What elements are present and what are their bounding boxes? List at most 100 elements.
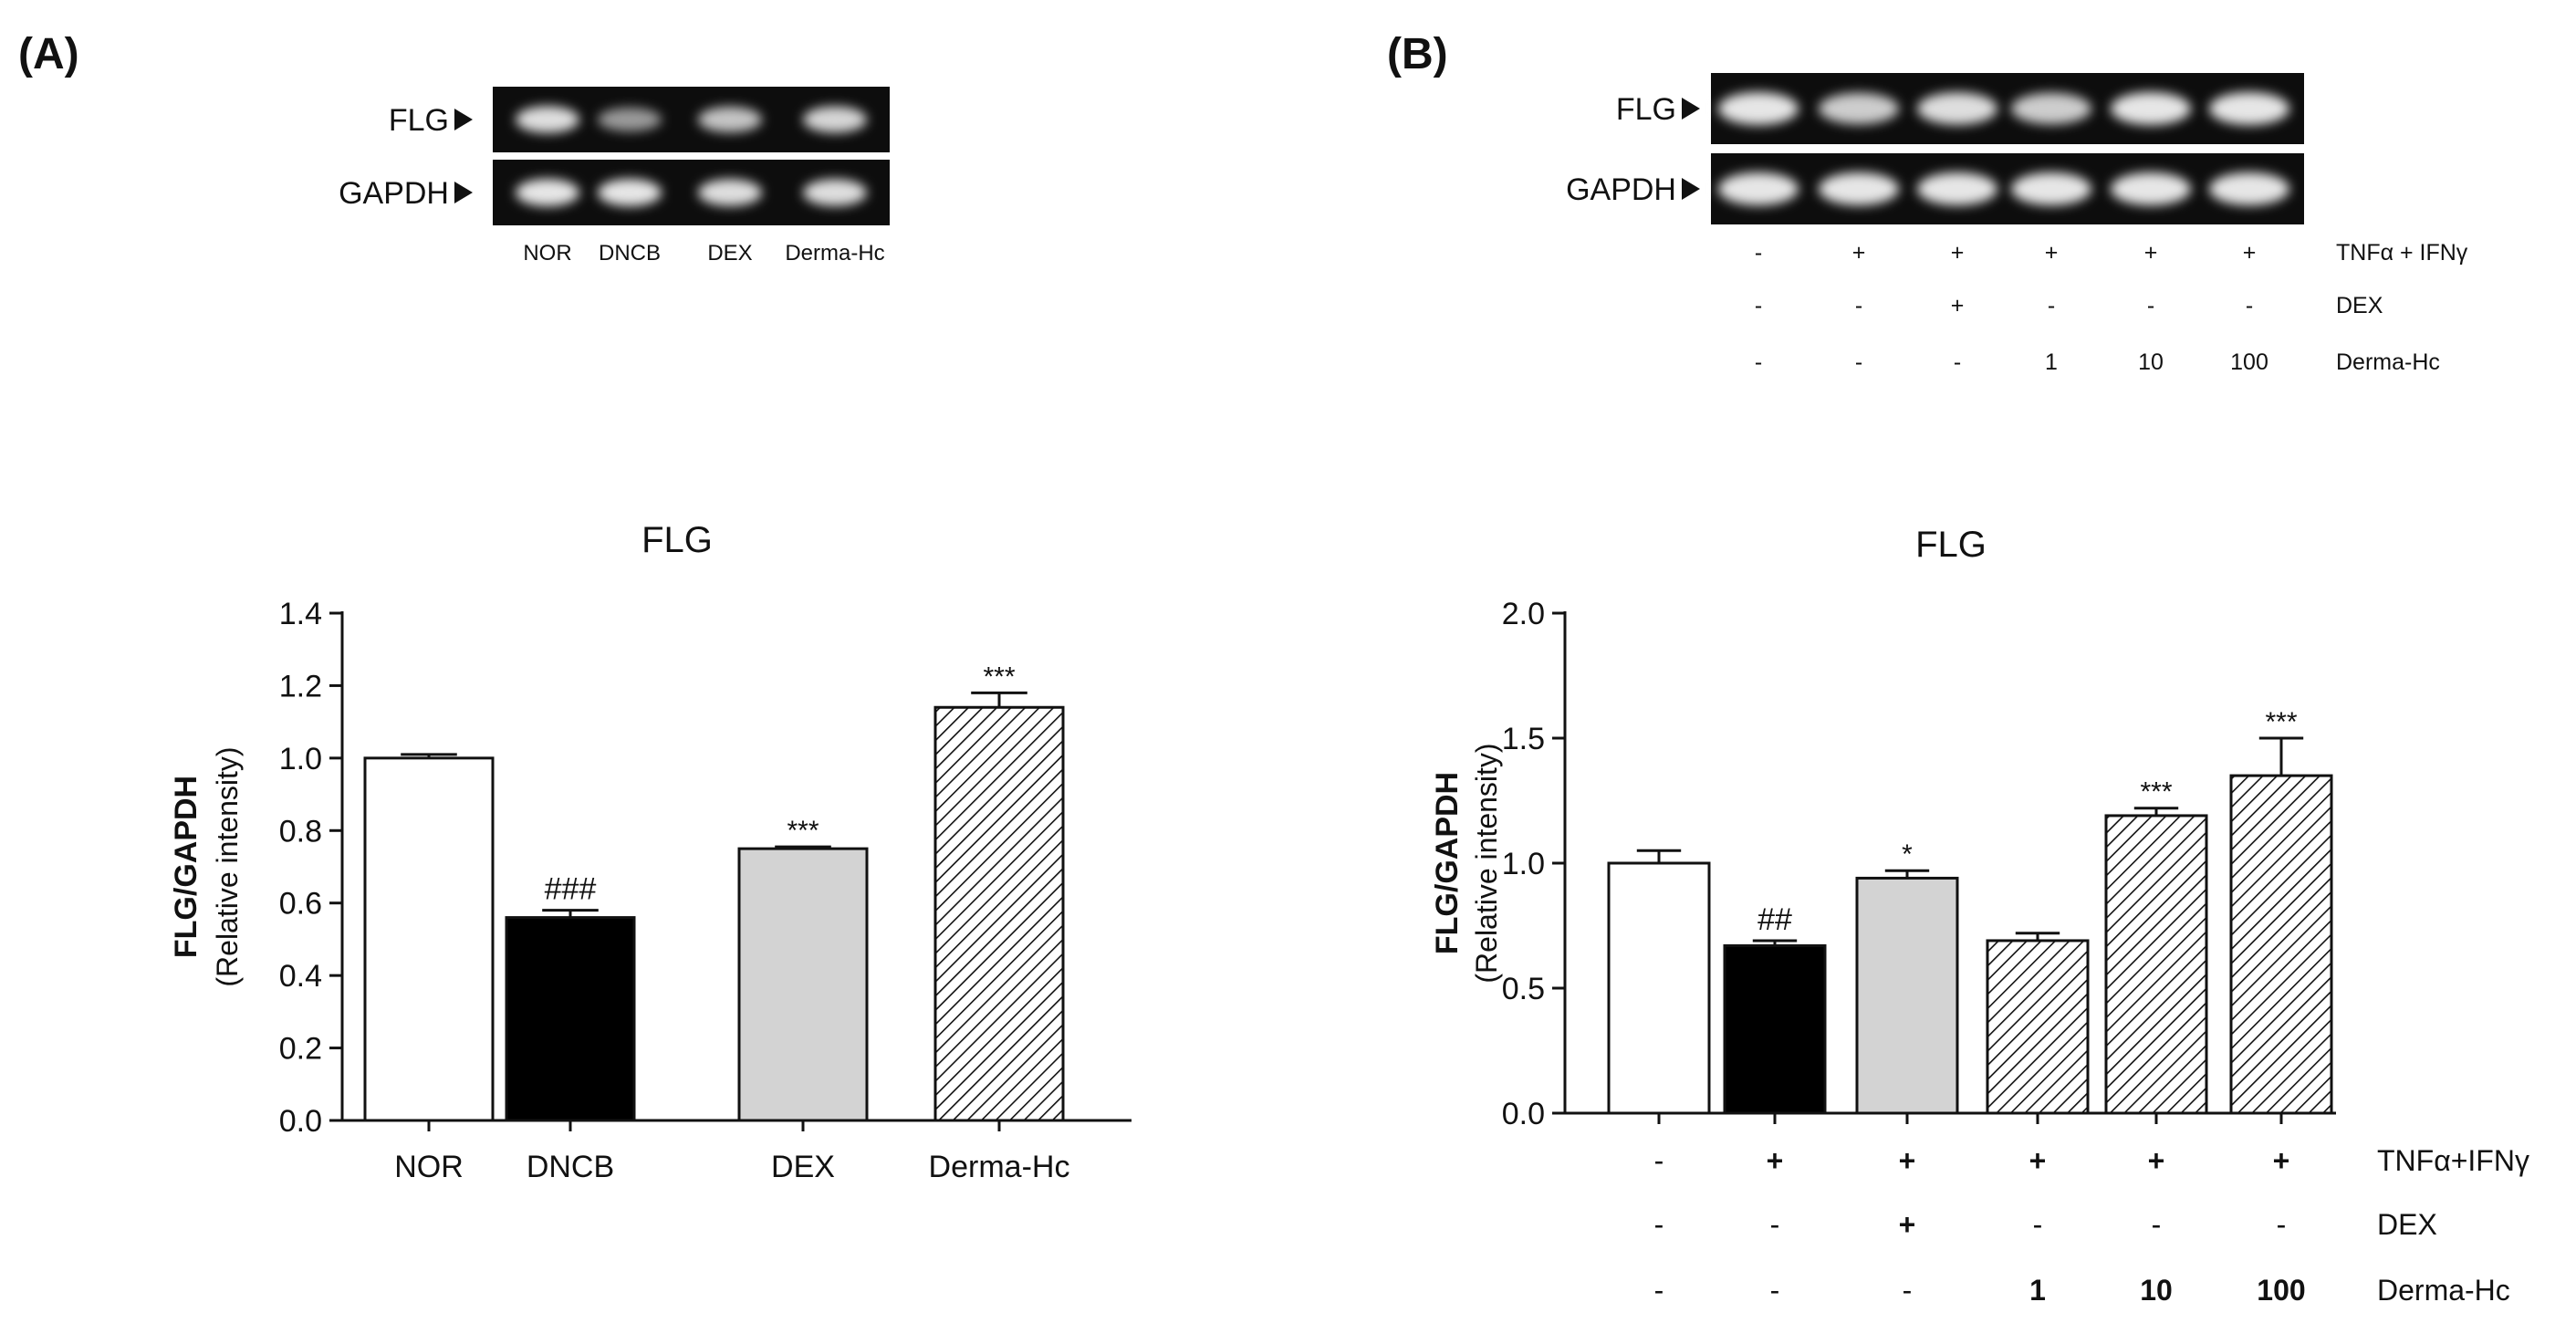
y-axis-label-secondary: (Relative intensity) bbox=[211, 746, 244, 986]
gel-condition-value: + bbox=[1951, 293, 1965, 318]
condition-value: - bbox=[2277, 1208, 2287, 1241]
gel-band bbox=[516, 106, 579, 133]
y-tick-label: 0.0 bbox=[1502, 1097, 1545, 1131]
y-tick-label: 1.0 bbox=[279, 742, 322, 776]
condition-label: DEX bbox=[2377, 1208, 2437, 1241]
bar bbox=[2104, 814, 2208, 1115]
gel-condition-value: + bbox=[2243, 240, 2257, 266]
condition-value: - bbox=[1770, 1208, 1780, 1241]
bar bbox=[933, 705, 1065, 1122]
y-axis-label: FLG/GAPDH bbox=[169, 776, 203, 958]
significance-label: ### bbox=[545, 872, 597, 907]
bar bbox=[505, 916, 636, 1122]
y-tick-label: 1.0 bbox=[1502, 847, 1545, 881]
gel-band bbox=[1917, 172, 1997, 205]
gel-condition-value: + bbox=[2045, 240, 2059, 266]
gel-condition-value: 10 bbox=[2138, 349, 2164, 375]
gel-lane-label: DEX bbox=[707, 241, 752, 266]
gel-band bbox=[598, 108, 662, 131]
significance-label: ## bbox=[1757, 902, 1792, 937]
bar bbox=[1607, 861, 1711, 1115]
gel-condition-value: - bbox=[1954, 349, 1961, 375]
gel-condition-value: 100 bbox=[2230, 349, 2268, 375]
gel-band bbox=[1819, 172, 1899, 205]
bar bbox=[1986, 939, 2090, 1115]
x-tick-label: Derma-Hc bbox=[929, 1150, 1070, 1184]
condition-value: + bbox=[2273, 1144, 2290, 1177]
gel-row-label: GAPDH bbox=[1566, 172, 1676, 207]
arrow-right-icon bbox=[454, 182, 473, 203]
arrow-right-icon bbox=[454, 109, 473, 130]
chart-title: FLG bbox=[641, 520, 713, 560]
x-tick-label: DNCB bbox=[527, 1150, 614, 1184]
condition-label: TNFα+IFNγ bbox=[2377, 1144, 2529, 1177]
panel-label-b: (B) bbox=[1387, 30, 1448, 78]
gel-row-flg bbox=[1711, 73, 2304, 144]
y-tick-label: 0.5 bbox=[1502, 972, 1545, 1006]
gel-condition-value: - bbox=[1755, 349, 1762, 375]
condition-value: + bbox=[2029, 1144, 2047, 1177]
gel-band bbox=[1917, 92, 1997, 125]
condition-value: - bbox=[1770, 1274, 1780, 1307]
condition-value: - bbox=[2033, 1208, 2043, 1241]
gel-band bbox=[1819, 92, 1899, 125]
condition-value: - bbox=[1654, 1144, 1664, 1177]
condition-value: - bbox=[1903, 1274, 1913, 1307]
gel-band bbox=[1718, 172, 1799, 205]
bar bbox=[737, 847, 869, 1122]
x-tick-label: DEX bbox=[771, 1150, 835, 1184]
condition-value: 1 bbox=[2029, 1274, 2046, 1307]
gel-band bbox=[803, 106, 867, 133]
gel-condition-value: - bbox=[2048, 293, 2055, 318]
gel-condition-value: - bbox=[1855, 349, 1862, 375]
gel-condition-value: - bbox=[1855, 293, 1862, 318]
condition-value: - bbox=[1654, 1274, 1664, 1307]
y-tick-label: 0.8 bbox=[279, 814, 322, 849]
significance-label: *** bbox=[787, 816, 819, 846]
bar-chart-b: FLG 0.0 0.5 1.0 1.5 2.0 FLG/GAPDH (Relative int… bbox=[1430, 525, 2529, 1307]
significance-label: * bbox=[1902, 839, 1913, 870]
gel-lane-label: Derma-Hc bbox=[785, 241, 884, 266]
gel-condition-value: - bbox=[2147, 293, 2154, 318]
x-tick-label: NOR bbox=[394, 1150, 464, 1184]
bar bbox=[1855, 876, 1959, 1115]
gel-condition-label: DEX bbox=[2336, 293, 2383, 318]
gel-condition-value: + bbox=[2144, 240, 2158, 266]
gel-row-label: GAPDH bbox=[339, 176, 449, 211]
significance-label: *** bbox=[2265, 707, 2297, 737]
gel-band bbox=[803, 179, 867, 206]
condition-value: + bbox=[1899, 1208, 1916, 1241]
y-tick-label: 0.2 bbox=[279, 1032, 322, 1067]
condition-value: 100 bbox=[2257, 1274, 2305, 1307]
significance-label: *** bbox=[983, 662, 1015, 692]
condition-value: 10 bbox=[2140, 1274, 2173, 1307]
bar bbox=[1723, 943, 1827, 1115]
gel-condition-value: - bbox=[2246, 293, 2253, 318]
gel-lane-label: NOR bbox=[523, 241, 571, 266]
gel-band bbox=[2011, 92, 2091, 125]
gel-condition-value: - bbox=[1755, 240, 1762, 266]
y-tick-label: 0.6 bbox=[279, 887, 322, 922]
gel-condition-value: - bbox=[1755, 293, 1762, 318]
gel-row-label: FLG bbox=[389, 103, 449, 138]
gel-row-label: FLG bbox=[1616, 92, 1676, 127]
gel-row-gapdh bbox=[1711, 153, 2304, 224]
condition-value: - bbox=[2152, 1208, 2162, 1241]
gel-band bbox=[698, 106, 762, 133]
condition-label: Derma-Hc bbox=[2377, 1274, 2510, 1307]
y-axis-label: FLG/GAPDH bbox=[1430, 772, 1465, 954]
gel-lane-label: DNCB bbox=[599, 241, 661, 266]
y-tick-label: 1.5 bbox=[1502, 722, 1545, 756]
gel-band bbox=[2209, 92, 2289, 125]
gel-band bbox=[2111, 92, 2191, 125]
gel-condition-label: TNFα + IFNγ bbox=[2336, 240, 2468, 266]
gel-panel-a: FLG GAPDH NOR DNCB DEX Derma-Hc bbox=[339, 87, 890, 266]
gel-band bbox=[516, 179, 579, 206]
y-tick-label: 0.4 bbox=[279, 959, 322, 994]
gel-condition-value: + bbox=[1951, 240, 1965, 266]
bar bbox=[363, 756, 495, 1122]
gel-band bbox=[1718, 92, 1799, 125]
chart-title: FLG bbox=[1915, 525, 1987, 565]
bar bbox=[2229, 774, 2333, 1115]
y-tick-label: 1.4 bbox=[279, 597, 322, 631]
